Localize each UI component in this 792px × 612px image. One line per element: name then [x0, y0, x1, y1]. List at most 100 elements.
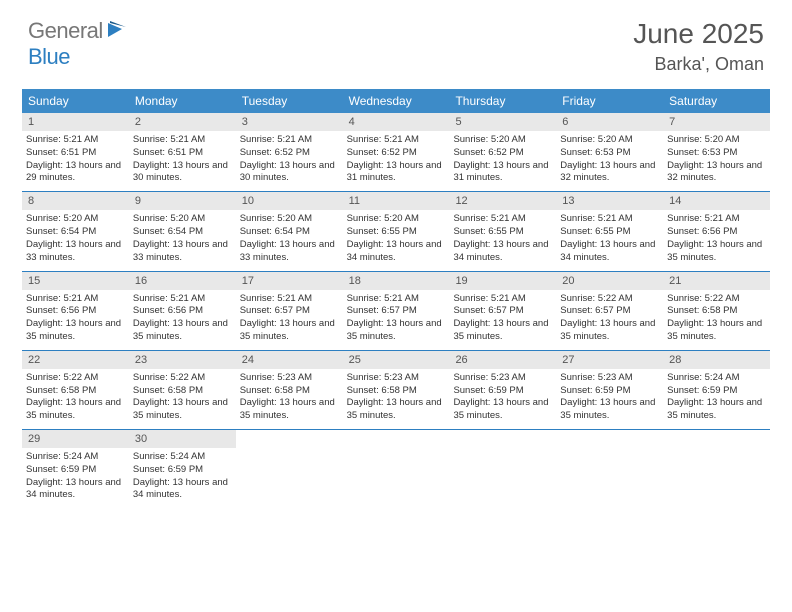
calendar-cell: 9Sunrise: 5:20 AMSunset: 6:54 PMDaylight… [129, 192, 236, 270]
day-number: 23 [129, 351, 236, 369]
daylight-text: Daylight: 13 hours and 34 minutes. [453, 239, 552, 265]
sunset-text: Sunset: 6:54 PM [26, 226, 125, 239]
daylight-text: Daylight: 13 hours and 35 minutes. [453, 318, 552, 344]
day-number: 16 [129, 272, 236, 290]
calendar-cell: 3Sunrise: 5:21 AMSunset: 6:52 PMDaylight… [236, 113, 343, 191]
day-header: Thursday [449, 89, 556, 113]
day-number: 27 [556, 351, 663, 369]
sunrise-text: Sunrise: 5:23 AM [453, 372, 552, 385]
daylight-text: Daylight: 13 hours and 35 minutes. [133, 318, 232, 344]
sunrise-text: Sunrise: 5:20 AM [560, 134, 659, 147]
calendar-cell: 2Sunrise: 5:21 AMSunset: 6:51 PMDaylight… [129, 113, 236, 191]
day-number: 30 [129, 430, 236, 448]
sunrise-text: Sunrise: 5:21 AM [133, 134, 232, 147]
daylight-text: Daylight: 13 hours and 35 minutes. [667, 397, 766, 423]
daylight-text: Daylight: 13 hours and 34 minutes. [347, 239, 446, 265]
sunrise-text: Sunrise: 5:22 AM [560, 293, 659, 306]
daylight-text: Daylight: 13 hours and 33 minutes. [133, 239, 232, 265]
sunset-text: Sunset: 6:53 PM [667, 147, 766, 160]
day-info: Sunrise: 5:22 AMSunset: 6:58 PMDaylight:… [22, 372, 129, 423]
day-info: Sunrise: 5:23 AMSunset: 6:59 PMDaylight:… [449, 372, 556, 423]
daylight-text: Daylight: 13 hours and 35 minutes. [133, 397, 232, 423]
day-info: Sunrise: 5:24 AMSunset: 6:59 PMDaylight:… [663, 372, 770, 423]
sunrise-text: Sunrise: 5:21 AM [133, 293, 232, 306]
calendar-cell: 11Sunrise: 5:20 AMSunset: 6:55 PMDayligh… [343, 192, 450, 270]
sunset-text: Sunset: 6:55 PM [453, 226, 552, 239]
day-info: Sunrise: 5:20 AMSunset: 6:53 PMDaylight:… [556, 134, 663, 185]
day-info: Sunrise: 5:21 AMSunset: 6:51 PMDaylight:… [22, 134, 129, 185]
daylight-text: Daylight: 13 hours and 35 minutes. [26, 397, 125, 423]
day-info: Sunrise: 5:22 AMSunset: 6:57 PMDaylight:… [556, 293, 663, 344]
day-number: 10 [236, 192, 343, 210]
day-header: Friday [556, 89, 663, 113]
day-info: Sunrise: 5:22 AMSunset: 6:58 PMDaylight:… [129, 372, 236, 423]
sunrise-text: Sunrise: 5:24 AM [667, 372, 766, 385]
calendar-cell: 6 Sunrise: 5:20 AMSunset: 6:53 PMDaylight… [556, 113, 663, 191]
day-number: 14 [663, 192, 770, 210]
day-info: Sunrise: 5:21 AMSunset: 6:56 PMDaylight:… [129, 293, 236, 344]
day-info: Sunrise: 5:21 AMSunset: 6:57 PMDaylight:… [236, 293, 343, 344]
day-number: 17 [236, 272, 343, 290]
daylight-text: Daylight: 13 hours and 35 minutes. [347, 318, 446, 344]
daylight-text: Daylight: 13 hours and 35 minutes. [347, 397, 446, 423]
daylight-text: Daylight: 13 hours and 34 minutes. [133, 477, 232, 503]
calendar-cell: 13Sunrise: 5:21 AMSunset: 6:55 PMDayligh… [556, 192, 663, 270]
calendar-cell [556, 430, 663, 508]
sunrise-text: Sunrise: 5:21 AM [667, 213, 766, 226]
day-number: 6 [556, 113, 663, 131]
sunset-text: Sunset: 6:59 PM [560, 385, 659, 398]
day-info: Sunrise: 5:21 AMSunset: 6:56 PMDaylight:… [663, 213, 770, 264]
day-number: 28 [663, 351, 770, 369]
calendar-cell: 1 Sunrise: 5:21 AMSunset: 6:51 PMDaylight… [22, 113, 129, 191]
sunset-text: Sunset: 6:55 PM [347, 226, 446, 239]
logo: General [28, 18, 130, 44]
sunset-text: Sunset: 6:59 PM [133, 464, 232, 477]
calendar-cell: 14 Sunrise: 5:21 AMSunset: 6:56 PMDayligh… [663, 192, 770, 270]
day-info: Sunrise: 5:21 AMSunset: 6:57 PMDaylight:… [449, 293, 556, 344]
day-number: 3 [236, 113, 343, 131]
sunrise-text: Sunrise: 5:23 AM [560, 372, 659, 385]
day-info: Sunrise: 5:21 AMSunset: 6:57 PMDaylight:… [343, 293, 450, 344]
week-row: 1 Sunrise: 5:21 AMSunset: 6:51 PMDaylight… [22, 113, 770, 192]
sunrise-text: Sunrise: 5:23 AM [240, 372, 339, 385]
sunrise-text: Sunrise: 5:22 AM [133, 372, 232, 385]
sunrise-text: Sunrise: 5:20 AM [667, 134, 766, 147]
sunset-text: Sunset: 6:58 PM [347, 385, 446, 398]
daylight-text: Daylight: 13 hours and 35 minutes. [240, 318, 339, 344]
daylight-text: Daylight: 13 hours and 35 minutes. [560, 318, 659, 344]
sunset-text: Sunset: 6:59 PM [667, 385, 766, 398]
day-info: Sunrise: 5:23 AMSunset: 6:59 PMDaylight:… [556, 372, 663, 423]
calendar-cell: 28 Sunrise: 5:24 AMSunset: 6:59 PMDayligh… [663, 351, 770, 429]
sunrise-text: Sunrise: 5:24 AM [26, 451, 125, 464]
day-number: 25 [343, 351, 450, 369]
sunset-text: Sunset: 6:51 PM [26, 147, 125, 160]
day-number: 26 [449, 351, 556, 369]
day-number: 4 [343, 113, 450, 131]
calendar-cell: 5Sunrise: 5:20 AMSunset: 6:52 PMDaylight… [449, 113, 556, 191]
day-info: Sunrise: 5:24 AMSunset: 6:59 PMDaylight:… [22, 451, 129, 502]
sunrise-text: Sunrise: 5:21 AM [453, 213, 552, 226]
week-row: 15Sunrise: 5:21 AMSunset: 6:56 PMDayligh… [22, 272, 770, 351]
month-title: June 2025 [633, 18, 764, 50]
calendar-cell: 12Sunrise: 5:21 AMSunset: 6:55 PMDayligh… [449, 192, 556, 270]
calendar-cell: 18Sunrise: 5:21 AMSunset: 6:57 PMDayligh… [343, 272, 450, 350]
day-info: Sunrise: 5:23 AMSunset: 6:58 PMDaylight:… [343, 372, 450, 423]
sunset-text: Sunset: 6:57 PM [240, 305, 339, 318]
day-info: Sunrise: 5:21 AMSunset: 6:55 PMDaylight:… [449, 213, 556, 264]
week-row: 29Sunrise: 5:24 AMSunset: 6:59 PMDayligh… [22, 430, 770, 508]
daylight-text: Daylight: 13 hours and 35 minutes. [26, 318, 125, 344]
calendar-cell [449, 430, 556, 508]
day-number: 1 [22, 113, 129, 131]
sunset-text: Sunset: 6:55 PM [560, 226, 659, 239]
page-header: General June 2025 Barka', Oman [0, 0, 792, 81]
day-header: Wednesday [343, 89, 450, 113]
day-number: 8 [22, 192, 129, 210]
day-number: 22 [22, 351, 129, 369]
sunset-text: Sunset: 6:56 PM [133, 305, 232, 318]
day-number: 13 [556, 192, 663, 210]
daylight-text: Daylight: 13 hours and 35 minutes. [560, 397, 659, 423]
sunset-text: Sunset: 6:59 PM [453, 385, 552, 398]
sunset-text: Sunset: 6:53 PM [560, 147, 659, 160]
calendar-cell: 29Sunrise: 5:24 AMSunset: 6:59 PMDayligh… [22, 430, 129, 508]
day-number: 19 [449, 272, 556, 290]
